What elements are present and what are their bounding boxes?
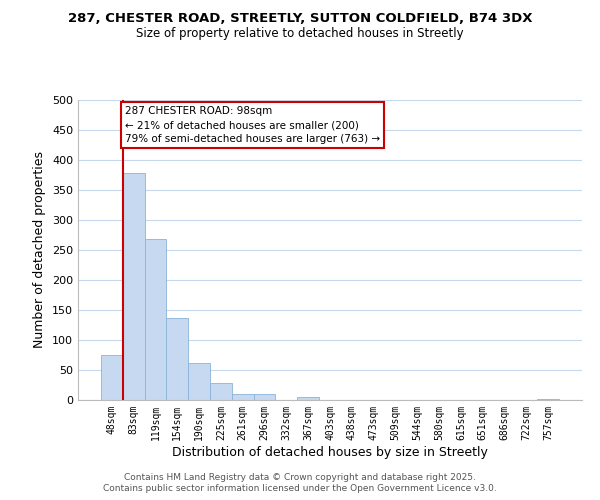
Bar	[101, 355, 123, 400]
Text: Size of property relative to detached houses in Streetly: Size of property relative to detached ho…	[136, 28, 464, 40]
X-axis label: Distribution of detached houses by size in Streetly: Distribution of detached houses by size …	[172, 446, 488, 458]
Bar	[254, 394, 275, 400]
Bar	[210, 382, 232, 400]
Bar	[188, 363, 210, 400]
Bar	[232, 394, 254, 400]
Bar	[297, 397, 319, 400]
Bar	[166, 318, 188, 400]
Y-axis label: Number of detached properties: Number of detached properties	[34, 152, 46, 348]
Bar	[123, 173, 145, 400]
Bar	[145, 239, 166, 400]
Text: 287 CHESTER ROAD: 98sqm
← 21% of detached houses are smaller (200)
79% of semi-d: 287 CHESTER ROAD: 98sqm ← 21% of detache…	[125, 106, 380, 144]
Bar	[537, 399, 559, 400]
Text: Contains public sector information licensed under the Open Government Licence v3: Contains public sector information licen…	[103, 484, 497, 493]
Text: 287, CHESTER ROAD, STREETLY, SUTTON COLDFIELD, B74 3DX: 287, CHESTER ROAD, STREETLY, SUTTON COLD…	[68, 12, 532, 26]
Text: Contains HM Land Registry data © Crown copyright and database right 2025.: Contains HM Land Registry data © Crown c…	[124, 472, 476, 482]
